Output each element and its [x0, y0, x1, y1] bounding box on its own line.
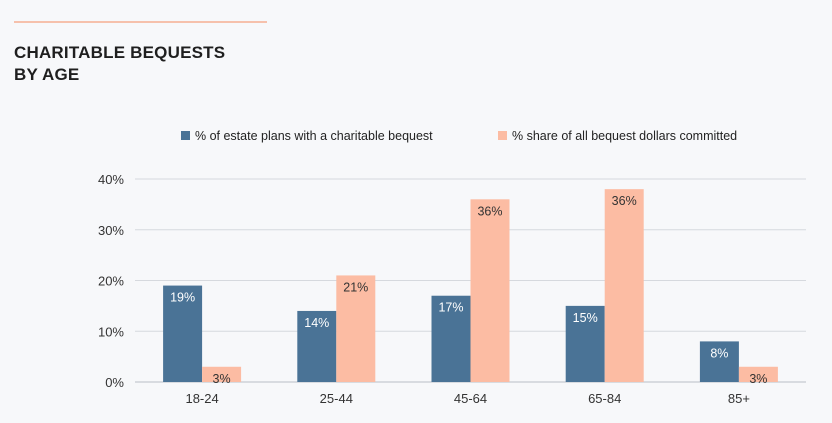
y-tick-label: 40%: [98, 172, 124, 187]
bar-18-24-series-2: [202, 366, 242, 382]
y-tick-label: 0%: [105, 375, 124, 390]
data-label-65-84-series-2: 36%: [612, 194, 637, 208]
bar-45-64-series-1: [431, 295, 471, 382]
x-axis: 18-24 25-44 45-64 65-84 85+: [185, 391, 749, 406]
bar-65-84-series-2: [604, 189, 644, 382]
chart-title-line-1: CHARITABLE BEQUESTS: [14, 43, 226, 62]
x-tick-label: 25-44: [320, 391, 353, 406]
legend: % of estate plans with a charitable bequ…: [181, 129, 737, 143]
bar-18-24-series-1: [163, 285, 203, 382]
x-tick-label: 85+: [728, 391, 750, 406]
data-label-18-24-series-1: 19%: [170, 291, 195, 305]
y-tick-label: 20%: [98, 274, 124, 289]
data-label-25-44-series-2: 21%: [343, 280, 368, 294]
bar-85+-series-2: [738, 366, 778, 382]
data-label-25-44-series-1: 14%: [304, 316, 329, 330]
legend-label-1: % of estate plans with a charitable bequ…: [195, 129, 433, 143]
bar-25-44-series-2: [336, 275, 376, 382]
legend-swatch-1: [181, 131, 190, 140]
legend-swatch-2: [498, 131, 507, 140]
y-tick-label: 10%: [98, 324, 124, 339]
chart-title: CHARITABLE BEQUESTS BY AGE: [14, 42, 225, 86]
bar-85+-series-1: [699, 341, 739, 382]
bar-25-44-series-1: [297, 310, 337, 382]
x-tick-label: 65-84: [588, 391, 621, 406]
accent-rule: [14, 21, 267, 23]
x-tick-label: 18-24: [185, 391, 218, 406]
x-tick-label: 45-64: [454, 391, 487, 406]
bar-45-64-series-2: [470, 199, 510, 382]
data-label-65-84-series-1: 15%: [573, 311, 598, 325]
data-label-45-64-series-1: 17%: [438, 301, 463, 315]
data-label-18-24-series-2: 3%: [213, 372, 231, 386]
data-label-45-64-series-2: 36%: [477, 204, 502, 218]
legend-label-2: % share of all bequest dollars committed: [512, 129, 737, 143]
data-label-85+-series-1: 8%: [710, 346, 728, 360]
bar-65-84-series-1: [565, 305, 605, 382]
chart-title-line-2: BY AGE: [14, 65, 80, 84]
data-label-85+-series-2: 3%: [749, 372, 767, 386]
bars: 19% 3% 14% 21% 17% 36% 15% 36% 8% 3%: [163, 189, 778, 386]
y-tick-label: 30%: [98, 223, 124, 238]
y-axis: 0% 10% 20% 30% 40%: [98, 172, 124, 390]
